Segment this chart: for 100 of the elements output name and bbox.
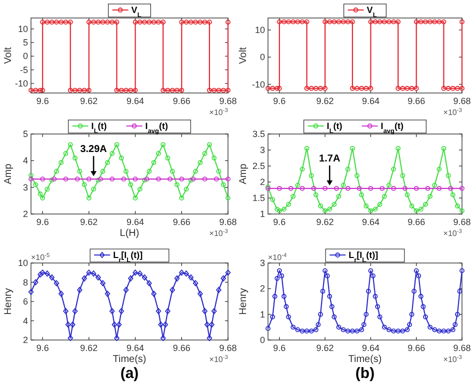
text: ×10$^{-3}$ [443,354,462,364]
point [151,290,156,297]
legend-label: I$_{avg}$(t) [145,121,168,134]
y-tick-label: 10 [254,24,265,35]
x-tick-label: 9.6 [36,217,49,227]
point [156,308,162,314]
point [380,186,385,191]
point [146,280,152,286]
point [425,186,430,191]
point [282,206,286,212]
point [179,196,184,200]
y-tick-label: 2 [260,284,265,294]
point [44,270,50,277]
point [340,182,346,188]
point [112,322,118,328]
point [414,186,419,191]
point [327,206,332,212]
point [40,196,46,200]
point [356,186,362,191]
point [202,151,208,156]
point [364,204,369,208]
point [110,151,115,156]
point [90,270,96,277]
y-tick-label: 2 [260,177,265,187]
point [132,270,138,276]
point [345,166,350,172]
x-tick-label: 9.6 [36,96,49,106]
point [44,186,50,192]
point [49,274,55,280]
x-tick-label: 9.64 [126,217,144,227]
point [128,275,134,282]
point [86,270,92,276]
point [114,142,120,148]
point [216,168,222,174]
point [214,176,219,182]
point [118,156,124,160]
y-tick-label: 4 [22,316,28,326]
y-tick-label: 3 [22,182,28,192]
y-axis-title: Henry [3,288,14,315]
point [300,166,305,172]
point [40,270,46,276]
point [290,194,296,199]
point [377,202,382,207]
x-tick-label: 9.66 [172,343,190,353]
x-tick-label: 9.68 [453,343,471,353]
point [450,192,456,198]
point [170,168,175,174]
x-tick-label: 9.66 [408,96,426,106]
point [28,288,34,295]
point [286,202,291,207]
point [114,335,120,342]
point [334,186,339,191]
point [86,196,92,200]
point [158,322,164,328]
point [116,322,122,328]
y-tick-label: 8 [22,277,28,288]
point [209,322,214,328]
point [372,206,378,212]
point [77,168,82,174]
point [38,272,43,278]
point [188,274,194,280]
point [170,286,176,293]
text: ×10$^{-3}$ [443,228,462,238]
x-tick-label: 9.62 [80,96,98,106]
point [124,168,128,174]
legend-label: L$_{r}$[I$_{L}$(t)] [113,250,143,264]
point [109,308,115,314]
point [162,322,168,328]
y-tick-label: 6 [22,296,28,306]
point [63,308,68,314]
point [423,202,428,207]
point [100,280,106,286]
point [332,202,337,207]
point [428,194,432,199]
y-tick-label: -10 [252,79,265,90]
x-tick-label: 9.62 [316,96,334,106]
y-tick-label: 1.5 [252,193,265,203]
point [336,194,342,199]
text: (a) [120,365,139,382]
point [409,204,414,208]
text: ×10$^{-4}$ [268,253,288,262]
point [33,182,38,188]
point [118,308,124,314]
point [454,204,460,208]
point [193,168,198,174]
x-tick-label: 9.68 [219,217,237,227]
point [318,204,323,208]
point [276,208,282,214]
point [446,173,451,178]
x-axis-title: Time(s) [112,354,146,365]
point [211,308,217,314]
point [98,176,103,182]
point [386,182,392,188]
y-tick-label: 2 [22,335,28,345]
y-axis-title: Henry [238,288,249,315]
point [165,308,170,314]
point [178,270,184,276]
point [77,286,82,293]
point [110,176,115,182]
point [123,286,129,293]
